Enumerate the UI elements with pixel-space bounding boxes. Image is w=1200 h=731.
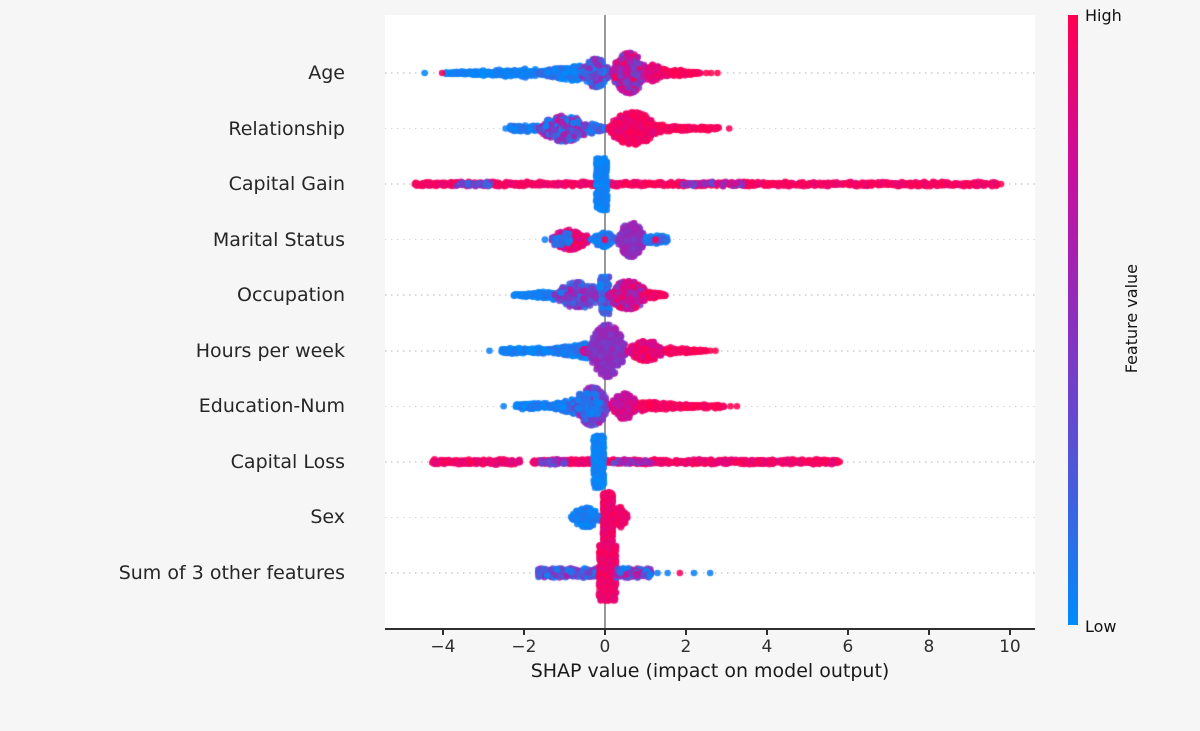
plot-area bbox=[385, 15, 1035, 630]
x-tick-label: 6 bbox=[842, 637, 854, 657]
feature-label: Occupation bbox=[237, 284, 345, 307]
feature-label: Capital Gain bbox=[228, 173, 345, 196]
colorbar-title: Feature value bbox=[1122, 264, 1141, 374]
x-tick-mark bbox=[846, 628, 849, 635]
x-tick-mark bbox=[684, 628, 687, 635]
x-tick-mark bbox=[603, 628, 606, 635]
feature-label: Sex bbox=[310, 506, 345, 529]
x-axis-label: SHAP value (impact on model output) bbox=[530, 660, 890, 682]
colorbar-high-label: High bbox=[1085, 6, 1122, 25]
feature-label: Sum of 3 other features bbox=[118, 561, 345, 584]
x-tick-mark bbox=[927, 628, 930, 635]
colorbar-low-label: Low bbox=[1085, 617, 1117, 636]
feature-label: Age bbox=[308, 62, 345, 84]
feature-label: Relationship bbox=[228, 117, 345, 140]
beeswarm-points-canvas bbox=[385, 15, 1035, 628]
feature-label: Education-Num bbox=[198, 395, 345, 418]
x-tick-mark bbox=[441, 628, 444, 635]
feature-label: Capital Loss bbox=[230, 450, 345, 473]
colorbar-gradient bbox=[1068, 15, 1078, 625]
x-tick-label: 2 bbox=[680, 637, 692, 657]
x-tick-label: −2 bbox=[511, 637, 537, 657]
x-tick-label: −4 bbox=[430, 637, 456, 657]
x-tick-label: 4 bbox=[761, 637, 773, 657]
x-tick-mark bbox=[522, 628, 525, 635]
x-tick-label: 8 bbox=[923, 637, 935, 657]
x-tick-label: 0 bbox=[599, 637, 611, 657]
x-tick-label: 10 bbox=[999, 637, 1021, 657]
x-tick-mark bbox=[1008, 628, 1011, 635]
feature-label: Hours per week bbox=[195, 339, 345, 362]
feature-label: Marital Status bbox=[212, 228, 345, 251]
x-tick-mark bbox=[765, 628, 768, 635]
